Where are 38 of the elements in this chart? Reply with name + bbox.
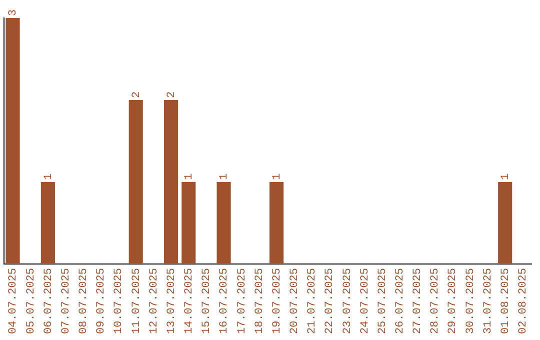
data-label: 2	[166, 91, 178, 98]
x-tick-label: 13.07.2025	[166, 268, 178, 334]
x-tick-label: 15.07.2025	[201, 268, 214, 334]
data-label: 3	[8, 9, 20, 16]
data-label: 1	[500, 172, 512, 180]
x-tick-label: 06.07.2025	[42, 268, 55, 334]
x-tick-label: 31.07.2025	[482, 268, 494, 334]
x-tick-label: 26.07.2025	[394, 268, 406, 334]
x-tick-label: 07.07.2025	[60, 268, 72, 334]
x-tick-label: 01.08.2025	[500, 268, 512, 334]
data-label: 1	[184, 172, 196, 180]
x-tick-label: 02.08.2025	[518, 268, 530, 334]
x-tick-label: 16.07.2025	[218, 268, 231, 334]
x-tick-label: 10.07.2025	[113, 268, 126, 334]
x-tick-label: 24.07.2025	[359, 268, 372, 334]
x-tick-label: 18.07.2025	[254, 268, 266, 334]
data-label: 1	[271, 172, 284, 180]
x-tick-label: 30.07.2025	[464, 268, 477, 334]
x-tick-label: 12.07.2025	[148, 268, 160, 334]
x-tick-label: 08.07.2025	[78, 268, 90, 334]
x-tick-label: 20.07.2025	[289, 268, 302, 334]
x-tick-label: 22.07.2025	[324, 268, 336, 334]
x-tick-label: 25.07.2025	[376, 268, 389, 334]
x-tick-label: 17.07.2025	[236, 268, 248, 334]
x-tick-label: 23.07.2025	[342, 268, 354, 334]
data-label: 2	[130, 91, 143, 98]
x-tick-label: 11.07.2025	[130, 268, 143, 334]
x-tick-label: 28.07.2025	[430, 268, 442, 334]
x-tick-label: 19.07.2025	[271, 268, 284, 334]
x-tick-label: 05.07.2025	[25, 268, 38, 334]
x-tick-label: 14.07.2025	[184, 268, 196, 334]
x-tick-label: 27.07.2025	[412, 268, 424, 334]
x-tick-label: 21.07.2025	[306, 268, 319, 334]
x-tick-label: 04.07.2025	[8, 268, 20, 334]
x-tick-label: 29.07.2025	[447, 268, 460, 334]
data-label: 1	[218, 172, 231, 180]
data-label: 1	[42, 172, 55, 180]
x-tick-label: 09.07.2025	[96, 268, 108, 334]
